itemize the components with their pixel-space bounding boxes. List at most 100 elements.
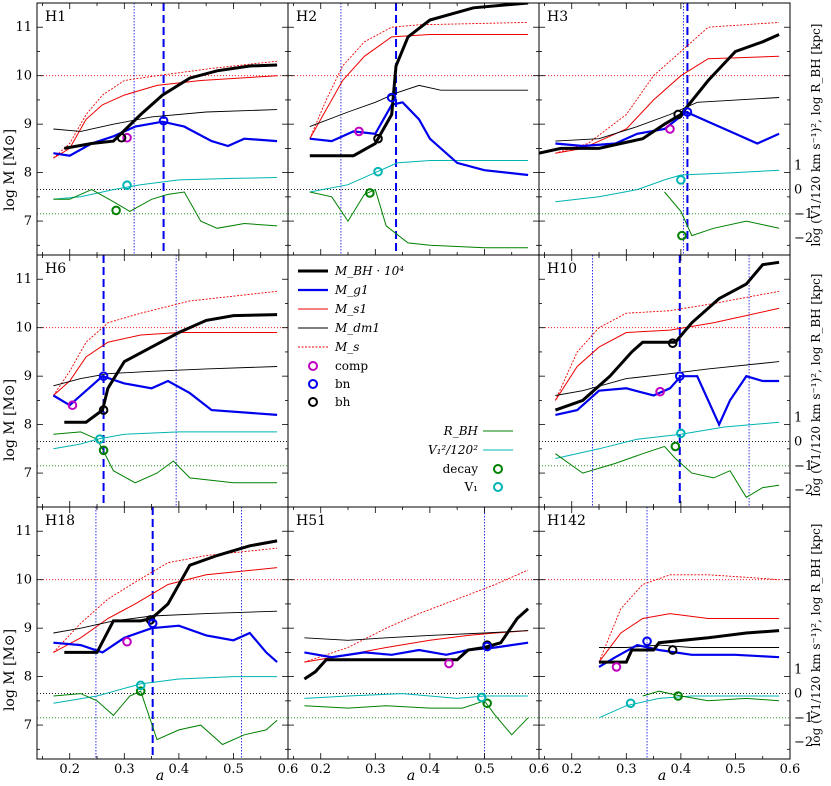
- y2-tick-label: −2: [794, 735, 813, 750]
- marker-bn: [386, 92, 397, 103]
- marker-bh: [673, 109, 683, 120]
- legend-marker-0: [308, 361, 318, 371]
- series-ms: [53, 60, 278, 159]
- x-tick-label: 0.2: [561, 762, 582, 777]
- y-tick-label: 11: [15, 20, 32, 35]
- series-ms1: [309, 34, 529, 139]
- series-v1: [53, 676, 278, 704]
- marker-bh: [667, 338, 678, 349]
- panel-h2: H2: [287, 2, 540, 256]
- panel-plot-area: [37, 255, 288, 507]
- legend-label-0: M_BH · 10⁴: [334, 264, 404, 278]
- marker-decay: [670, 441, 681, 452]
- series-mdm1: [304, 630, 529, 641]
- legend2-marker-0: [493, 464, 503, 474]
- x-tick-label: 0.6: [278, 762, 299, 777]
- series-mbh: [64, 313, 278, 424]
- legend-marker-label-1: bn: [335, 377, 351, 391]
- y2-tick-label: 1: [794, 158, 802, 173]
- y-tick-label: 10: [15, 321, 32, 336]
- series-mdm1: [53, 610, 278, 634]
- y-tick-label: 11: [15, 524, 32, 539]
- panel-h142: 0.2 0.3 0.4 0.5 0.6 1 0 −1 −2 H142: [538, 506, 813, 777]
- x-tick-label: 0.4: [420, 762, 441, 777]
- series-mbh: [309, 3, 529, 158]
- marker-decay: [677, 230, 687, 241]
- panel-plot-area: [539, 507, 790, 759]
- y2-tick-label: −1: [794, 711, 813, 726]
- series-ms: [554, 290, 780, 401]
- marker-comp: [67, 400, 78, 411]
- y-tick-label: 9: [24, 369, 32, 384]
- x-axis-label-col2: a: [407, 768, 415, 784]
- marker-comp: [122, 636, 132, 647]
- marker-comp: [122, 132, 132, 143]
- marker-v1: [373, 166, 383, 177]
- series-mbh: [599, 629, 780, 664]
- panel-plot-area: [288, 507, 539, 759]
- marker-bn: [158, 115, 169, 126]
- panel-frame: [538, 506, 791, 760]
- legend2-label-1: V₁²/120²: [428, 443, 478, 457]
- legend-label-1: M_g1: [334, 283, 369, 297]
- y-tick-label: 10: [15, 69, 32, 84]
- legend-marker-label-2: bh: [335, 395, 351, 409]
- marker-v1: [135, 680, 146, 691]
- y2-tick-label: 0: [794, 687, 802, 702]
- panel-h1: 7 8 9 10 11 H1: [15, 2, 289, 256]
- marker-decay: [482, 698, 492, 709]
- marker-v1: [94, 434, 105, 444]
- legend-marker-2: [308, 397, 318, 407]
- panel-title: H1: [45, 9, 66, 25]
- y2-axis-label-row1: log (V1/120 km s⁻¹)², log R_BH [kpc]: [809, 24, 823, 247]
- marker-decay: [365, 188, 375, 198]
- marker-decay: [135, 686, 146, 696]
- marker-comp: [655, 386, 665, 397]
- series-mg1: [52, 374, 278, 416]
- marker-v1: [625, 698, 636, 709]
- legend-marker-label-0: comp: [335, 359, 368, 373]
- panel-title: H10: [547, 261, 577, 277]
- panel-h6: 7 8 9 10 11 H6: [15, 254, 289, 508]
- series-v1: [304, 693, 529, 699]
- marker-bn: [642, 636, 652, 647]
- series-ms1: [554, 307, 780, 401]
- series-mbh: [539, 33, 780, 155]
- panel-h18: 0.2 0.3 0.4 0.5 0.6 7 8 9 10 11 H18: [15, 506, 299, 777]
- series-rbh: [642, 690, 780, 702]
- series-ms1: [53, 567, 278, 653]
- panel-title: H51: [296, 513, 326, 529]
- marker-v1: [476, 692, 487, 703]
- series-mdm1: [53, 366, 278, 387]
- x-tick-label: 0.5: [474, 762, 495, 777]
- legend2-marker-label-1: V₁: [464, 480, 478, 494]
- y-tick-label: 7: [24, 718, 32, 733]
- x-axis-label-col1: a: [156, 768, 164, 784]
- y-tick-label: 8: [24, 166, 32, 181]
- y-tick-label: 9: [24, 117, 32, 132]
- y2-tick-label: −2: [794, 483, 813, 498]
- series-rbh: [555, 445, 780, 498]
- series-v1: [53, 431, 278, 450]
- series-rbh: [53, 189, 278, 229]
- y-axis-label-row1: log M [M⊙]: [2, 129, 18, 211]
- panel-frame: [287, 2, 540, 256]
- x-tick-label: 0.4: [671, 762, 692, 777]
- legend-label-4: M_s: [334, 340, 359, 354]
- series-ms1: [598, 613, 780, 663]
- marker-decay: [673, 691, 683, 701]
- series-mbh: [64, 539, 278, 654]
- marker-bn: [674, 371, 685, 381]
- series-mbh: [64, 63, 278, 150]
- series-mg1: [598, 643, 780, 668]
- series-v1: [555, 169, 780, 203]
- series-mg1: [555, 110, 780, 148]
- x-tick-label: 0.5: [223, 762, 244, 777]
- series-mbh: [554, 260, 780, 412]
- legend-label-3: M_dm1: [334, 321, 380, 335]
- marker-bh: [667, 645, 678, 655]
- marker-comp: [611, 662, 622, 672]
- y-tick-label: 7: [24, 214, 32, 229]
- series-mg1: [53, 120, 278, 157]
